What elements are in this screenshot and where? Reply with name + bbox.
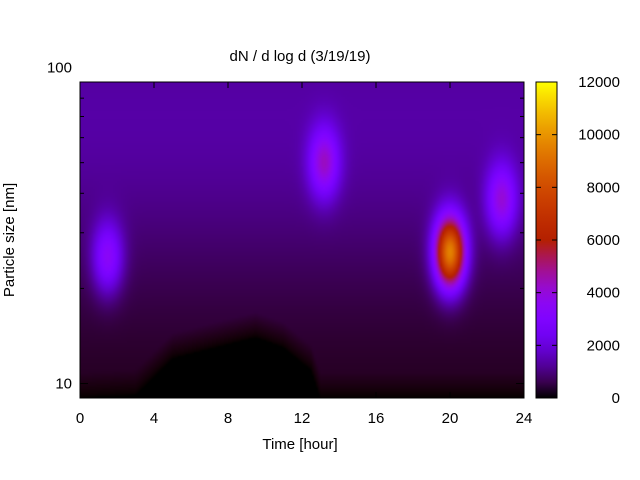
y-axis-label: Particle size [nm] xyxy=(1,183,18,297)
x-tick-label: 8 xyxy=(224,410,232,427)
x-tick-label: 0 xyxy=(76,410,84,427)
chart-title: dN / d log d (3/19/19) xyxy=(230,48,371,65)
y-axis: 10 100 xyxy=(47,60,524,399)
colorbar-tick-label: 10000 xyxy=(578,127,620,144)
x-axis: 0 4 8 12 16 20 24 xyxy=(76,82,533,427)
y-tick-label: 100 xyxy=(47,60,72,77)
x-tick-label: 4 xyxy=(150,410,158,427)
colorbar-tick-label: 2000 xyxy=(587,337,620,354)
colorbar: 0 2000 4000 6000 8000 10000 12000 xyxy=(535,74,620,407)
x-tick-label: 16 xyxy=(368,410,385,427)
colorbar-tick-label: 6000 xyxy=(587,232,620,249)
colorbar-ticks: 0 2000 4000 6000 8000 10000 12000 xyxy=(536,74,620,407)
y-tick-label: 10 xyxy=(55,376,72,393)
colorbar-tick-label: 4000 xyxy=(587,285,620,302)
colorbar-tick-label: 0 xyxy=(612,390,620,407)
x-axis-label: Time [hour] xyxy=(262,436,337,453)
x-tick-label: 12 xyxy=(294,410,311,427)
x-tick-label: 20 xyxy=(442,410,459,427)
x-tick-label: 24 xyxy=(516,410,533,427)
heatmap-image xyxy=(80,82,524,398)
heatmap-area xyxy=(80,82,524,398)
colorbar-tick-label: 8000 xyxy=(587,179,620,196)
colorbar-tick-label: 12000 xyxy=(578,74,620,91)
